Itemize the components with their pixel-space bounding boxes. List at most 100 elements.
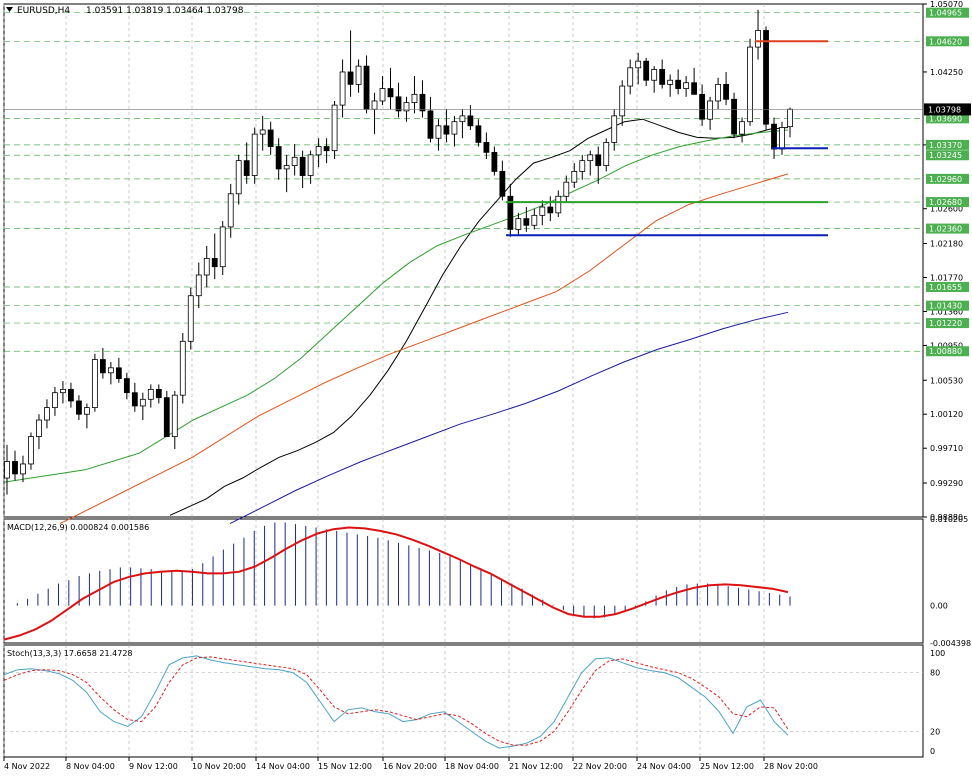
macd-axis-label: 0.00 xyxy=(930,602,948,611)
current-price-label: 1.03798 xyxy=(928,105,961,114)
candle-body xyxy=(420,94,425,111)
candle-body xyxy=(428,111,433,138)
time-axis: 4 Nov 2022 8 Nov 04:00 9 Nov 12:00 10 Nov 2… xyxy=(4,757,818,771)
ohlc-values: 1.03591 1.03819 1.03464 1.03798 xyxy=(86,6,244,16)
price-axis-label: 1.04250 xyxy=(930,68,963,77)
candle-body xyxy=(484,142,489,152)
price-axis-label: 1.05070 xyxy=(930,0,963,9)
level-tag-label: 1.04620 xyxy=(929,37,962,46)
stoch-axis-label: 80 xyxy=(930,669,940,678)
candle-body xyxy=(620,86,625,116)
candle-body xyxy=(84,408,89,415)
level-tag-label: 1.04965 xyxy=(929,9,962,18)
stoch-panel-frame xyxy=(4,645,923,757)
level-tag-label: 1.02680 xyxy=(929,198,962,207)
candle-body xyxy=(116,368,121,379)
candle-body xyxy=(468,116,473,126)
candle-body xyxy=(164,398,169,437)
candle-body xyxy=(308,155,313,176)
time-axis-label: 24 Nov 04:00 xyxy=(637,762,691,771)
candle-body xyxy=(628,68,633,86)
candle-body xyxy=(52,393,57,408)
candle-body xyxy=(596,155,601,166)
price-axis-label: 0.98880 xyxy=(930,513,963,522)
stoch-label: Stoch(13,3,3) 17.6658 21.4728 xyxy=(7,649,133,658)
candle-body xyxy=(540,207,545,215)
candle-body xyxy=(676,80,681,88)
time-axis-label: 25 Nov 12:00 xyxy=(700,762,754,771)
candle-body xyxy=(204,258,209,275)
candle-body xyxy=(572,171,577,182)
time-axis-label: 21 Nov 12:00 xyxy=(509,762,563,771)
time-axis-label: 16 Nov 20:00 xyxy=(383,762,437,771)
level-tag-label: 1.02360 xyxy=(929,225,962,234)
candle-body xyxy=(316,147,321,155)
candle-body xyxy=(196,275,201,296)
candle-body xyxy=(356,66,361,84)
candle-body xyxy=(684,83,689,89)
candle-body xyxy=(340,72,345,105)
candle-body xyxy=(236,161,241,194)
candle-body xyxy=(644,61,649,80)
candle-body xyxy=(284,166,289,169)
candle-body xyxy=(788,109,793,126)
candle-body xyxy=(68,389,73,401)
price-axis-label: 1.01770 xyxy=(930,273,963,282)
candle-body xyxy=(412,94,417,102)
candle-body xyxy=(604,142,609,165)
candle-body xyxy=(588,155,593,161)
candle-body xyxy=(500,171,505,196)
level-tag-label: 1.00880 xyxy=(929,347,962,356)
candle-body xyxy=(252,134,257,175)
price-axis-label: 1.02180 xyxy=(930,240,963,249)
candle-body xyxy=(548,207,553,213)
candle-body xyxy=(212,258,217,266)
candle-body xyxy=(388,89,393,97)
candle-body xyxy=(460,116,465,122)
candle-body xyxy=(124,379,129,393)
candle-body xyxy=(524,219,529,226)
time-axis-label: 4 Nov 2022 xyxy=(4,762,50,771)
candle-body xyxy=(660,69,665,84)
time-axis-label: 18 Nov 04:00 xyxy=(445,762,499,771)
candle-body xyxy=(516,219,521,230)
candle-body xyxy=(260,130,265,134)
candle-body xyxy=(372,101,377,109)
candle-body xyxy=(380,89,385,101)
candle-body xyxy=(692,83,697,95)
candle-body xyxy=(436,126,441,138)
macd-axis-label: -0.004398 xyxy=(930,639,971,648)
candle-body xyxy=(652,69,657,80)
candle-body xyxy=(612,116,617,143)
candle-body xyxy=(300,157,305,175)
candle-body xyxy=(188,296,193,342)
candle-body xyxy=(172,395,177,436)
candle-body xyxy=(348,72,353,84)
candle-body xyxy=(148,389,153,399)
time-axis-label: 9 Nov 12:00 xyxy=(129,762,178,771)
candle-body xyxy=(780,127,785,149)
candle-body xyxy=(5,461,10,478)
candle-body xyxy=(740,122,745,134)
time-axis-label: 10 Nov 20:00 xyxy=(192,762,246,771)
price-axis-label: 1.00530 xyxy=(930,376,963,385)
time-axis-label: 22 Nov 20:00 xyxy=(573,762,627,771)
candle-body xyxy=(100,360,105,373)
level-tag-label: 1.03370 xyxy=(929,141,962,150)
candle-body xyxy=(324,147,329,151)
level-tag-label: 1.03690 xyxy=(929,114,962,123)
time-axis-label: 8 Nov 04:00 xyxy=(66,762,115,771)
candle-body xyxy=(140,399,145,406)
price-axis-label: 1.00120 xyxy=(930,410,963,419)
level-tag-label: 1.01220 xyxy=(929,319,962,328)
candle-body xyxy=(748,47,753,122)
stoch-axis-label: 0 xyxy=(930,747,935,756)
time-axis-label: 28 Nov 20:00 xyxy=(764,762,818,771)
candle-body xyxy=(396,97,401,111)
candle-body xyxy=(772,124,777,149)
candle-body xyxy=(276,147,281,169)
candle-body xyxy=(220,227,225,267)
candle-body xyxy=(20,464,25,474)
